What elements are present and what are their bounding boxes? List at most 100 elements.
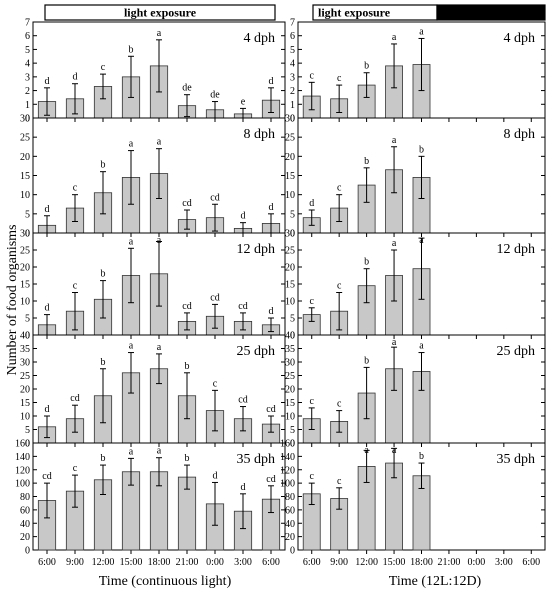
significance-letter: a [157, 28, 162, 39]
significance-letter: d [309, 198, 314, 209]
y-tick-label: 15 [285, 398, 295, 409]
panel-right-1: 0 1 2 3 4 5 6 7 c c b a a 4 dph [290, 18, 546, 125]
y-tick-label: 7 [290, 18, 295, 29]
significance-letter: a [419, 341, 424, 352]
y-tick-label: 20 [20, 152, 30, 163]
significance-letter: a [392, 135, 397, 146]
panel-title: 8 dph [504, 127, 536, 142]
significance-letter: c [73, 463, 78, 474]
x-tick-label: 18:00 [148, 557, 171, 568]
right-x-axis-label: Time (12L:12D) [389, 574, 482, 589]
y-tick-label: 140 [280, 452, 295, 463]
y-tick-label: 25 [20, 371, 30, 382]
y-tick-label: 100 [15, 479, 30, 490]
significance-letter: c [73, 281, 78, 292]
y-tick-label: 120 [15, 465, 30, 476]
x-tick-label: 0:00 [467, 557, 485, 568]
y-tick-label: 0 [290, 229, 295, 240]
panel-left-1: 0 1 2 3 4 5 6 7 d d c b a de de e d 4 dph [25, 18, 286, 125]
panel-title: 12 dph [497, 242, 536, 257]
y-axis-label: Number of food organisms [5, 225, 20, 376]
y-tick-label: 15 [20, 171, 30, 182]
y-tick-label: 140 [15, 452, 30, 463]
significance-letter: b [364, 257, 369, 268]
y-tick-label: 15 [285, 280, 295, 291]
significance-letter: b [419, 144, 424, 155]
x-tick-label: 6:00 [262, 557, 280, 568]
panel-left-4: 0 5 10 15 20 25 30 35 40 d cd b a a b c cd cd 25 dph [20, 331, 286, 450]
significance-letter: b [185, 453, 190, 464]
x-tick-label: 6:00 [303, 557, 321, 568]
left-x-axis-label: Time (continuous light) [99, 574, 232, 589]
y-tick-label: 15 [285, 171, 295, 182]
y-tick-label: 20 [285, 152, 295, 163]
significance-letter: de [210, 90, 220, 101]
significance-letter: c [309, 471, 314, 482]
y-tick-label: 0 [25, 546, 30, 557]
significance-letter: c [101, 62, 106, 73]
y-tick-label: 40 [20, 331, 30, 342]
x-tick-label: 0:00 [206, 557, 224, 568]
x-tick-label: 9:00 [66, 557, 84, 568]
x-tick-label: 12:00 [92, 557, 115, 568]
y-tick-label: 100 [280, 479, 295, 490]
x-tick-label: 9:00 [330, 557, 348, 568]
y-tick-label: 20 [285, 385, 295, 396]
y-tick-label: 5 [25, 314, 30, 325]
y-tick-label: 40 [285, 331, 295, 342]
x-tick-label: 15:00 [120, 557, 143, 568]
y-tick-label: 7 [25, 18, 30, 29]
y-tick-label: 80 [285, 492, 295, 503]
significance-letter: a [392, 337, 397, 348]
significance-letter: d [45, 303, 50, 314]
y-tick-label: 4 [290, 59, 295, 70]
significance-letter: d [269, 202, 274, 213]
significance-letter: a [157, 235, 162, 246]
y-tick-label: 20 [20, 532, 30, 543]
significance-letter: d [45, 204, 50, 215]
y-tick-label: 15 [20, 280, 30, 291]
y-tick-label: 5 [25, 45, 30, 56]
significance-letter: cd [266, 474, 275, 485]
significance-letter: a [419, 26, 424, 37]
panel-title: 4 dph [244, 31, 276, 46]
significance-letter: cd [266, 404, 275, 415]
panel-left-3: 0 5 10 15 20 25 30 d c b a a cd cd cd d 12 dph [20, 229, 286, 342]
significance-letter: a [392, 445, 397, 456]
significance-letter: a [157, 137, 162, 148]
significance-letter: d [73, 72, 78, 83]
y-tick-label: 35 [285, 344, 295, 355]
significance-letter: b [419, 451, 424, 462]
significance-letter: cd [70, 393, 79, 404]
y-tick-label: 1 [290, 100, 295, 111]
significance-letter: b [129, 44, 134, 55]
y-tick-label: 4 [25, 59, 30, 70]
y-tick-label: 25 [20, 133, 30, 144]
y-tick-label: 0 [25, 114, 30, 125]
significance-letter: c [73, 183, 78, 194]
panel-right-4: 0 5 10 15 20 25 30 35 40 c c b a a 25 dph [285, 331, 546, 450]
y-tick-label: 5 [25, 209, 30, 220]
x-tick-label: 12:00 [355, 557, 378, 568]
panel-right-2: 0 5 10 15 20 25 30 d c b a b 8 dph [285, 114, 546, 240]
x-tick-label: 18:00 [410, 557, 433, 568]
y-tick-label: 0 [290, 439, 295, 450]
y-tick-label: 35 [20, 344, 30, 355]
y-tick-label: 3 [290, 72, 295, 83]
y-tick-label: 5 [290, 425, 295, 436]
y-tick-label: 30 [285, 358, 295, 369]
significance-letter: c [337, 73, 342, 84]
y-tick-label: 80 [20, 492, 30, 503]
panel-right-3: 0 5 10 15 20 25 30 c c b a a 12 dph [285, 229, 546, 342]
y-tick-label: 2 [290, 86, 295, 97]
x-tick-label: 21:00 [438, 557, 461, 568]
significance-letter: d [269, 306, 274, 317]
significance-letter: cd [42, 471, 51, 482]
significance-letter: c [337, 183, 342, 194]
significance-letter: c [337, 281, 342, 292]
y-tick-label: 30 [20, 358, 30, 369]
y-tick-label: 60 [20, 505, 30, 516]
significance-letter: d [45, 76, 50, 87]
y-tick-label: 60 [285, 505, 295, 516]
significance-letter: d [213, 470, 218, 481]
